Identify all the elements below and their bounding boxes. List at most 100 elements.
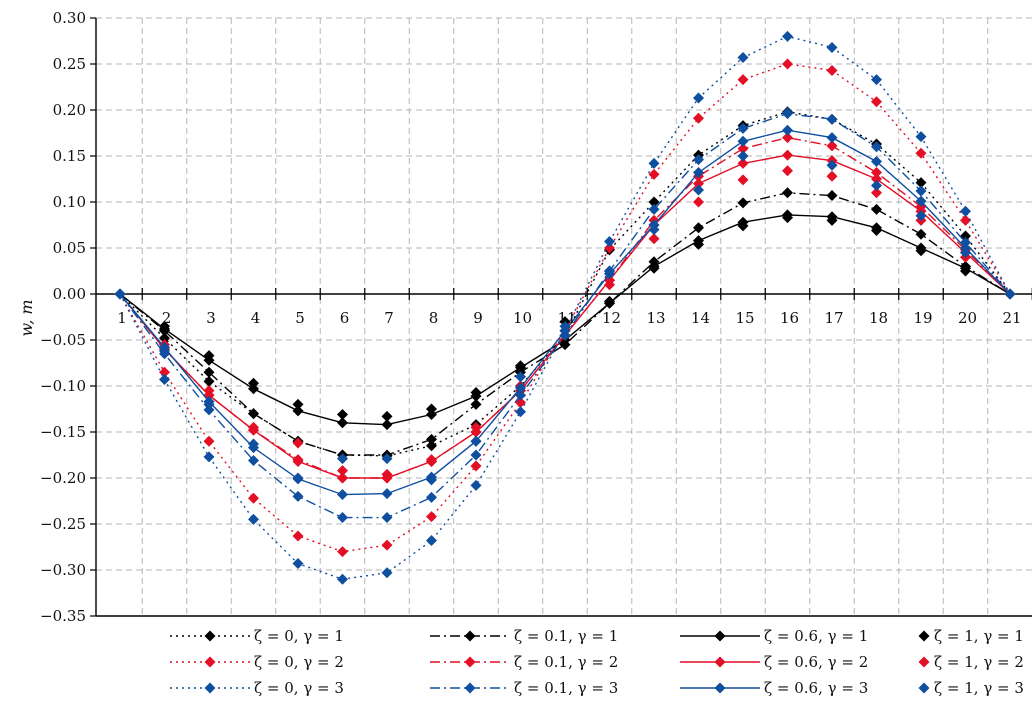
data-point — [426, 433, 437, 445]
data-point — [826, 140, 838, 152]
data-point — [292, 530, 304, 542]
x-tick-label: 9 — [473, 309, 483, 327]
data-point — [292, 490, 304, 502]
y-tick-label: −0.35 — [40, 607, 86, 625]
y-tick-label: −0.15 — [40, 423, 86, 441]
series-line — [119, 111, 1011, 457]
data-point — [426, 535, 437, 547]
data-point — [915, 131, 927, 143]
data-point — [826, 64, 838, 76]
legend-label: ζ = 0.1, γ = 3 — [514, 679, 618, 697]
legend-label: ζ = 1, γ = 1 — [934, 627, 1024, 645]
data-point — [426, 474, 437, 486]
data-point — [159, 320, 170, 332]
data-point — [248, 513, 259, 525]
legend-marker — [918, 656, 930, 668]
data-point — [203, 398, 215, 410]
data-point — [381, 410, 393, 422]
legend-item: ζ = 0.6, γ = 3 — [680, 679, 868, 697]
series-line — [119, 63, 1011, 553]
legend-marker — [464, 682, 476, 694]
data-point — [693, 196, 704, 208]
data-point — [871, 225, 882, 237]
data-point — [826, 113, 838, 125]
legend-item: ζ = 0.1, γ = 3 — [430, 679, 618, 697]
series-12 — [114, 107, 1016, 486]
data-point — [871, 141, 882, 153]
data-point — [693, 178, 704, 190]
data-point — [337, 409, 348, 421]
data-point — [604, 236, 615, 248]
data-point — [248, 421, 259, 433]
data-point — [248, 377, 259, 389]
legend-item: ζ = 0.6, γ = 2 — [680, 653, 868, 671]
data-point — [693, 92, 704, 104]
data-point — [426, 409, 437, 421]
x-tick-label: 14 — [691, 309, 710, 327]
data-point — [737, 197, 749, 209]
data-point — [337, 417, 348, 429]
data-point — [381, 567, 393, 579]
data-point — [203, 375, 215, 387]
y-tick-label: 0.00 — [53, 285, 86, 303]
data-point — [915, 177, 927, 189]
data-point — [915, 195, 927, 207]
data-point — [871, 96, 882, 108]
data-point — [426, 403, 437, 415]
legend-item: ζ = 0.1, γ = 1 — [430, 627, 618, 645]
data-point — [292, 558, 304, 570]
data-point — [693, 112, 704, 124]
data-point — [426, 491, 437, 503]
data-point — [248, 438, 259, 450]
data-point — [782, 58, 793, 70]
data-point — [915, 228, 927, 240]
data-point — [648, 233, 660, 245]
legend-label: ζ = 0, γ = 2 — [254, 653, 344, 671]
data-point — [826, 190, 838, 202]
data-point — [648, 262, 660, 274]
data-point — [915, 147, 927, 159]
x-tick-label: 1 — [117, 309, 127, 327]
data-point — [381, 468, 393, 480]
data-point — [381, 419, 393, 431]
legend-marker — [714, 630, 726, 642]
data-point — [960, 205, 971, 217]
data-point — [337, 546, 348, 558]
y-tick-label: −0.20 — [40, 469, 86, 487]
data-point — [737, 122, 749, 134]
legend-item: ζ = 0, γ = 1 — [170, 627, 344, 645]
data-point — [826, 41, 838, 53]
x-tick-label: 10 — [513, 309, 532, 327]
data-point — [782, 124, 793, 136]
legend-marker — [714, 682, 726, 694]
series-5 — [114, 58, 1016, 558]
legend-label: ζ = 1, γ = 2 — [934, 653, 1024, 671]
x-tick-label: 21 — [1002, 309, 1021, 327]
data-point — [648, 224, 660, 236]
data-point — [559, 320, 571, 332]
x-tick-label: 7 — [384, 309, 394, 327]
series-1 — [114, 106, 1016, 462]
y-tick-label: 0.10 — [53, 193, 86, 211]
data-point — [515, 406, 526, 418]
data-point — [203, 404, 215, 416]
data-point — [604, 242, 615, 254]
data-point — [470, 479, 482, 491]
y-tick-label: 0.15 — [53, 147, 86, 165]
data-point — [248, 383, 259, 395]
data-point — [871, 74, 882, 86]
legend-marker — [918, 682, 930, 694]
data-point — [248, 455, 259, 467]
data-point — [203, 385, 215, 397]
data-point — [515, 371, 526, 383]
data-point — [960, 214, 971, 226]
data-point — [470, 449, 482, 461]
data-point — [826, 170, 838, 182]
data-point — [515, 360, 526, 372]
y-tick-label: 0.05 — [53, 239, 86, 257]
series-9 — [114, 30, 1016, 585]
data-point — [693, 154, 704, 166]
data-point — [381, 488, 393, 500]
